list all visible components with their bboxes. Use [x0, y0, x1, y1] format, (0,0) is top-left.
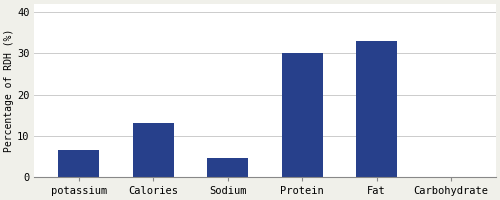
- Bar: [356, 41, 397, 177]
- Bar: [133, 123, 174, 177]
- Bar: [58, 150, 100, 177]
- Y-axis label: Percentage of RDH (%): Percentage of RDH (%): [4, 29, 14, 152]
- Bar: [282, 53, 323, 177]
- Bar: [208, 158, 248, 177]
